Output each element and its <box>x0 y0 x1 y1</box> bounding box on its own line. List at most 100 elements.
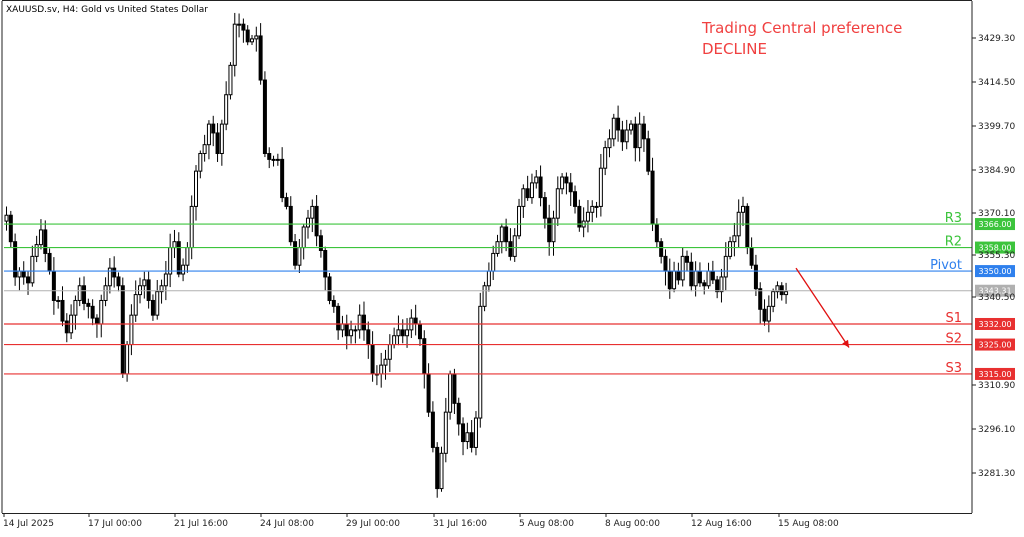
level-value-r2: 3358.00 <box>978 244 1011 253</box>
level-tag-r2 <box>975 241 1015 254</box>
candle <box>542 191 547 229</box>
candle <box>323 246 328 291</box>
x-tick-label: 14 Jul 2025 <box>3 519 54 529</box>
y-tick-label: 3399.70 <box>978 122 1015 132</box>
candle <box>77 277 82 307</box>
candle <box>607 129 612 158</box>
level-value-r3: 3366.00 <box>978 220 1011 229</box>
y-tick-label: 3429.30 <box>978 34 1015 44</box>
candle <box>753 254 758 297</box>
candle <box>176 232 181 278</box>
candle <box>159 279 164 304</box>
candle <box>702 279 707 295</box>
candle <box>633 116 638 162</box>
level-value-s3: 3315.00 <box>978 370 1011 379</box>
candle <box>224 81 229 131</box>
levels-layer: 3343.31 R3 3366.00 R2 3358.00 Pivot 3350.00 S1 3… <box>4 211 1015 380</box>
candle <box>560 173 565 195</box>
forecast-arrow-line <box>795 267 850 348</box>
candle <box>103 277 108 307</box>
candle <box>400 319 405 344</box>
level-value-pivot: 3350.00 <box>978 267 1011 276</box>
candle <box>237 13 242 38</box>
candle <box>30 245 35 287</box>
candle <box>482 281 487 312</box>
candle <box>508 228 513 261</box>
level-name-pivot: Pivot <box>930 258 962 273</box>
candle <box>430 401 435 453</box>
candle <box>689 252 694 292</box>
candle <box>680 247 685 287</box>
x-tick-label: 17 Jul 00:00 <box>88 519 142 529</box>
candle <box>267 147 272 169</box>
candle <box>284 192 289 210</box>
candle <box>353 325 358 344</box>
candle <box>590 200 595 223</box>
candle <box>4 206 9 231</box>
chart-frame <box>1 0 973 514</box>
candle <box>443 397 448 463</box>
candle <box>142 271 147 299</box>
candle <box>603 140 608 176</box>
y-tick-label: 3310.90 <box>978 381 1015 391</box>
candle <box>8 210 13 248</box>
candle <box>219 119 224 166</box>
candle <box>206 120 211 160</box>
candle <box>361 301 366 341</box>
candle <box>198 150 203 179</box>
candle <box>56 296 61 309</box>
forecast-arrow-head <box>842 339 849 348</box>
symbol-title: XAUUSD.sv, H4: Gold vs United States Dol… <box>6 5 208 15</box>
candle <box>245 25 250 46</box>
candle <box>779 282 784 301</box>
candle <box>258 23 263 85</box>
candle <box>155 279 160 320</box>
level-tag-r3 <box>975 218 1015 231</box>
x-tick-label: 5 Aug 08:00 <box>519 519 574 529</box>
candle <box>107 258 112 294</box>
candle <box>82 276 87 311</box>
candle <box>232 12 237 77</box>
candle <box>784 282 789 304</box>
candle <box>112 256 117 288</box>
preference-title: Trading Central preference <box>701 19 902 37</box>
candle <box>280 147 285 203</box>
candle <box>64 313 69 343</box>
candle <box>598 153 603 217</box>
y-tick-label: 3384.90 <box>978 166 1015 176</box>
current-price-tag <box>975 284 1015 297</box>
candle <box>215 123 220 162</box>
x-tick-label: 24 Jul 08:00 <box>260 519 314 529</box>
candle <box>150 294 155 321</box>
candle <box>637 112 642 162</box>
y-tick-label: 3414.50 <box>978 78 1015 88</box>
y-axis: 3429.30 3414.50 3399.70 3384.90 3370.10 3355.… <box>972 34 1015 479</box>
candle <box>461 417 466 456</box>
candle <box>439 446 444 492</box>
candle <box>732 222 737 257</box>
level-tag-s2 <box>975 338 1015 351</box>
candle <box>318 229 323 258</box>
candle <box>719 268 724 303</box>
candle <box>775 281 780 299</box>
candle <box>758 282 763 324</box>
candle <box>766 295 771 333</box>
candle <box>478 292 483 428</box>
candle <box>685 250 690 272</box>
candle <box>659 238 664 264</box>
candle <box>146 271 151 309</box>
current-price-label: 3343.31 <box>978 287 1011 296</box>
candle <box>249 34 254 46</box>
candle <box>521 184 526 218</box>
candle <box>585 200 590 233</box>
level-name-r2: R2 <box>945 235 962 250</box>
y-tick-label: 3355.30 <box>978 251 1015 261</box>
level-name-s1: S1 <box>945 311 962 326</box>
candle <box>383 349 388 380</box>
candle <box>13 233 18 286</box>
y-tick-label: 3340.50 <box>978 293 1015 303</box>
candle <box>620 120 625 151</box>
candle <box>723 242 728 291</box>
